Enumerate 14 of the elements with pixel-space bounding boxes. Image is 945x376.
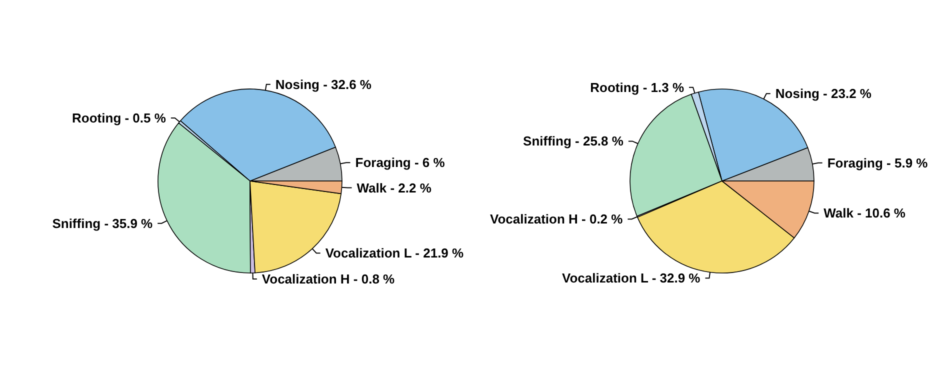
slice-label: Vocalization H - 0.2 % (490, 212, 624, 227)
slice-label: Rooting - 1.3 % (590, 80, 684, 95)
slice-label: Sniffing - 35.9 % (52, 216, 154, 231)
slice-label: Sniffing - 25.8 % (523, 134, 624, 149)
slice-label: Walk - 2.2 % (356, 180, 432, 196)
slice-label: Foraging - 6 % (355, 155, 446, 170)
slice-label: Walk - 10.6 % (824, 206, 906, 221)
slice-label: Vocalization H - 0.8 % (262, 271, 396, 286)
slice-label: Vocalization L - 21.9 % (325, 246, 464, 261)
slice-label: Nosing - 32.6 % (275, 76, 372, 92)
slice-label: Vocalization L - 32.9 % (562, 270, 701, 286)
slice-label: Foraging - 5.9 % (827, 155, 928, 170)
slice-label: Rooting - 0.5 % (72, 110, 166, 126)
slice-label: Nosing - 23.2 % (775, 86, 872, 102)
